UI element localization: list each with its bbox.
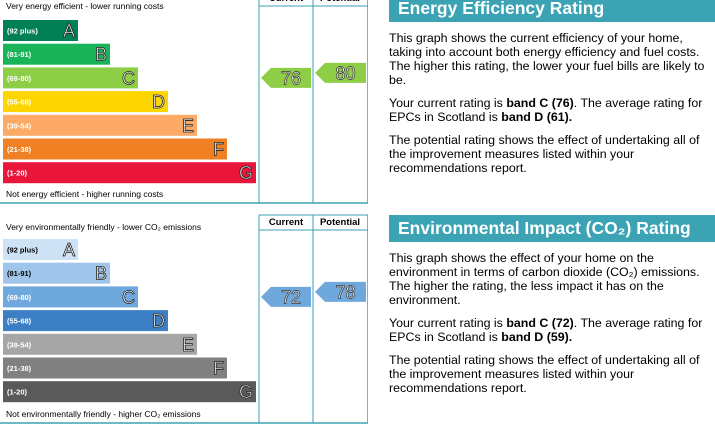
band-letter: A: [63, 240, 75, 260]
band-range: (55-68): [7, 317, 32, 326]
band-letter: B: [95, 264, 107, 284]
rating-value: 72: [281, 287, 301, 307]
paragraphs: This graph shows the current efficiency …: [389, 31, 715, 175]
column-header: Potential: [320, 217, 360, 228]
band-range: (92 plus): [7, 27, 38, 36]
text: Your current rating is: [389, 96, 507, 110]
column-header: Potential: [320, 0, 360, 4]
band-range: (55-68): [7, 98, 32, 107]
band-range: (39-54): [7, 340, 32, 349]
text: The potential rating shows the effect of…: [389, 353, 700, 395]
bold-text: band C (76): [506, 96, 574, 110]
rating-band: [3, 286, 138, 308]
band-letter: C: [122, 287, 135, 307]
rating-arrow: [315, 62, 366, 83]
bold-text: band D (61).: [501, 110, 573, 124]
band-range: (39-54): [7, 121, 32, 130]
rating-chart: Current Potential Very energy efficient - …: [0, 0, 368, 204]
paragraph: The potential rating shows the effect of…: [389, 353, 711, 395]
paragraphs: This graph shows the effect of your home…: [389, 251, 715, 395]
rating-charts: Current Potential Very energy efficient - …: [0, 0, 368, 424]
panel-title: Environmental Impact (CO₂) Rating: [389, 215, 715, 242]
energy-panel: Energy Efficiency Rating This graph show…: [389, 0, 715, 175]
rating-arrow: [261, 286, 311, 307]
band-letter: A: [63, 21, 75, 41]
panel-title: Energy Efficiency Rating: [389, 0, 715, 22]
rating-band: [3, 91, 168, 113]
rating-value: 76: [281, 68, 301, 88]
rating-arrow: [261, 67, 311, 88]
paragraph: Your current rating is band C (76). The …: [389, 96, 711, 124]
rating-band: [3, 43, 110, 65]
rating-band: [3, 67, 138, 89]
band-letter: E: [182, 116, 194, 136]
text: The potential rating shows the effect of…: [389, 133, 700, 175]
rating-band: [3, 138, 227, 160]
band-letter: F: [213, 140, 224, 160]
rating-band: [3, 262, 110, 284]
rating-band: [3, 239, 78, 260]
band-letter: E: [182, 335, 194, 355]
rating-band: [3, 381, 256, 403]
text: Your current rating is: [389, 316, 507, 330]
band-range: (81-91): [7, 269, 32, 278]
band-letter: D: [152, 92, 165, 112]
environment-panel: Environmental Impact (CO₂) Rating This g…: [389, 215, 715, 395]
column-header: Current: [269, 0, 304, 4]
rating-band: [3, 20, 78, 41]
rating-band: [3, 357, 227, 379]
top-label: Very energy efficient - lower running co…: [6, 1, 164, 11]
band-range: (1-20): [7, 169, 28, 178]
rating-arrow: [315, 281, 366, 302]
band-range: (21-38): [7, 145, 32, 154]
rating-band: [3, 310, 168, 332]
band-range: (69-80): [7, 74, 32, 83]
band-letter: C: [122, 68, 135, 88]
bold-text: band D (59).: [501, 330, 573, 344]
paragraph: This graph shows the effect of your home…: [389, 251, 711, 307]
rating-value: 80: [335, 63, 355, 83]
bold-text: band C (72): [506, 316, 574, 330]
bottom-label: Not energy efficient - higher running co…: [6, 189, 163, 199]
rating-band: [3, 162, 256, 184]
rating-band: [3, 333, 197, 355]
band-letter: G: [239, 382, 253, 402]
band-letter: F: [213, 359, 224, 379]
band-letter: G: [239, 163, 253, 183]
top-label: Very environmentally friendly - lower CO…: [6, 222, 201, 232]
column-header: Current: [269, 217, 304, 228]
paragraph: The potential rating shows the effect of…: [389, 133, 711, 175]
band-letter: D: [152, 311, 165, 331]
text: . The average rating for EPCs in Scotlan…: [389, 316, 703, 344]
band-range: (81-91): [7, 50, 32, 59]
text: This graph shows the current efficiency …: [389, 31, 705, 87]
paragraph: Your current rating is band C (72). The …: [389, 316, 711, 344]
band-range: (69-80): [7, 293, 32, 302]
paragraph: This graph shows the current efficiency …: [389, 31, 711, 87]
bottom-label: Not environmentally friendly - higher CO…: [6, 409, 201, 419]
band-range: (92 plus): [7, 246, 38, 255]
rating-chart: Current Potential Very environmentally fri…: [0, 214, 368, 424]
text: . The average rating for EPCs in Scotlan…: [389, 96, 703, 124]
band-range: (21-38): [7, 364, 32, 373]
band-letter: B: [95, 45, 107, 65]
band-range: (1-20): [7, 388, 28, 397]
text: This graph shows the effect of your home…: [389, 251, 700, 307]
rating-band: [3, 114, 197, 136]
rating-value: 78: [335, 282, 355, 302]
